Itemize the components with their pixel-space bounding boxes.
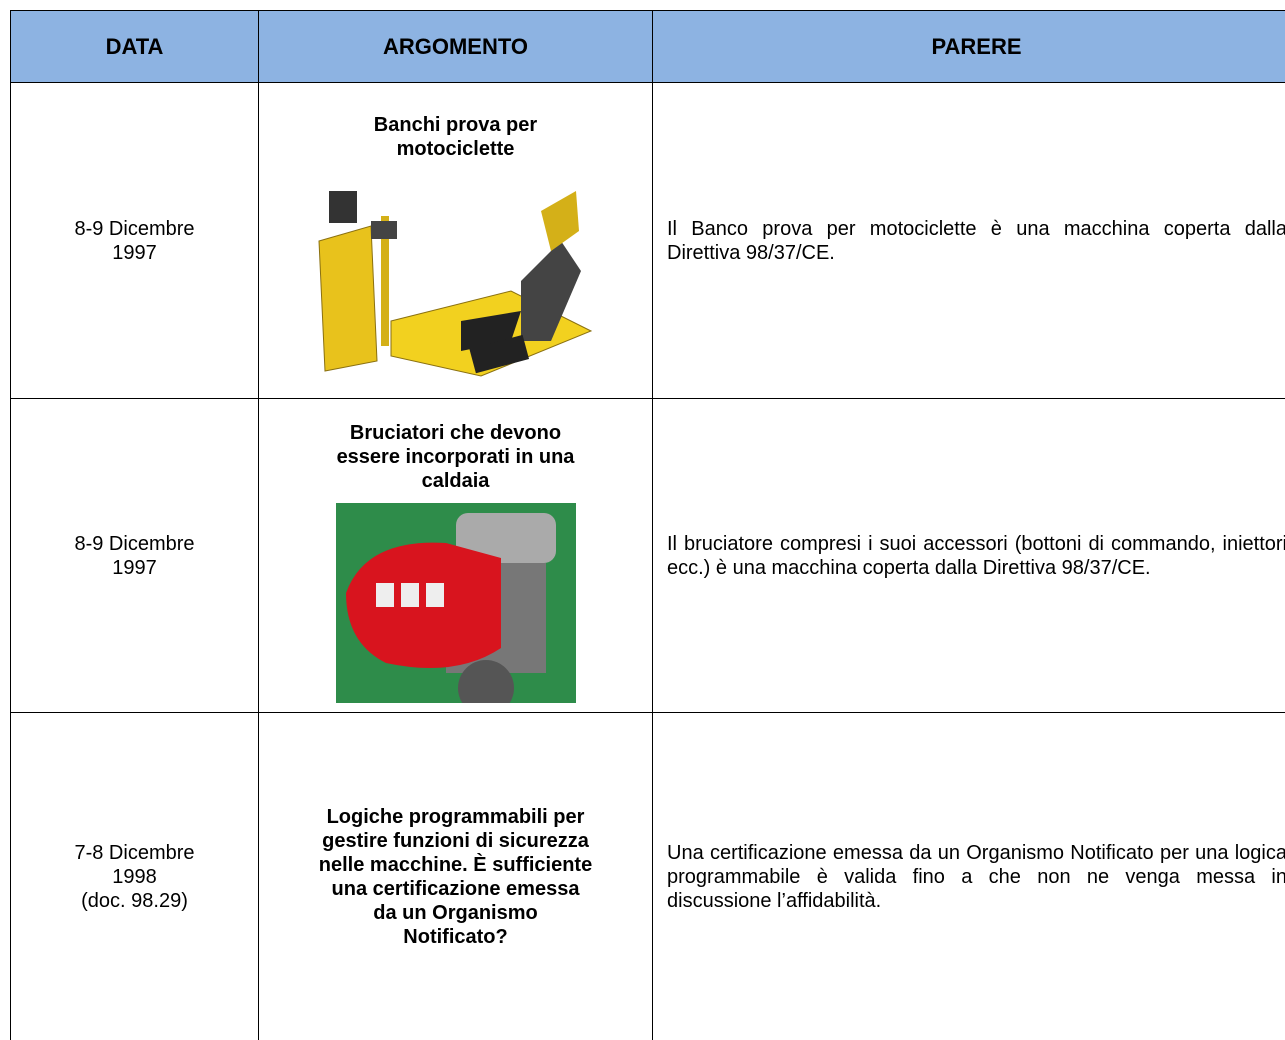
date-line: 8-9 Dicembre — [74, 217, 195, 240]
topic-line: caldaia — [421, 470, 490, 492]
date-line: 1997 — [112, 241, 157, 264]
date-cell: 8-9 Dicembre 1997 — [10, 398, 258, 712]
header-cell: DATA — [10, 10, 258, 82]
opinion-cell: Il bruciatore compresi i suoi accessori … — [652, 398, 1285, 712]
date-line: 8-9 Dicembre — [74, 532, 195, 555]
opinion-text: Il Banco prova per motociclette è una ma… — [667, 217, 1285, 264]
topic-line: Notificato? — [403, 925, 508, 948]
topic-line: essere incorporati in una — [336, 446, 575, 468]
bench-image — [317, 191, 592, 377]
date-cell: 8-9 Dicembre 1997 — [10, 82, 258, 398]
date-line: 7-8 Dicembre — [74, 841, 195, 864]
opinion-text: Il bruciatore compresi i suoi accessori … — [667, 532, 1285, 579]
topic-line: Bruciatori che devono — [349, 422, 562, 444]
header-cell: PARERE — [652, 10, 1285, 82]
date-cell: 7-8 Dicembre 1998 (doc. 98.29) — [10, 712, 258, 1040]
topic-cell: Logiche programmabili per gestire funzion… — [258, 712, 652, 1040]
header-text: PARERE — [931, 33, 1022, 59]
header-text: ARGOMENTO — [382, 33, 529, 59]
header-text: DATA — [105, 33, 164, 59]
image-wrap — [335, 503, 576, 716]
opinion-cell: Una certificazione emessa da un Organism… — [652, 712, 1285, 1040]
topic-cell: Banchi prova per motociclette — [258, 82, 652, 398]
topic-line: da un Organismo — [373, 901, 538, 924]
topic-line: nelle macchine. È sufficiente — [318, 853, 593, 876]
header-cell: ARGOMENTO — [258, 10, 652, 82]
topic-line: Banchi prova per — [373, 114, 538, 136]
burner-image — [335, 503, 576, 716]
opinion-cell: Il Banco prova per motociclette è una ma… — [652, 82, 1285, 398]
topic-line: Logiche programmabili per — [326, 805, 585, 828]
topic-line: una certificazione emessa — [331, 877, 580, 900]
topic-line: gestire funzioni di sicurezza — [322, 829, 589, 852]
topic-cell: Bruciatori che devono essere incorporati … — [258, 398, 652, 716]
topic-line: motociclette — [396, 138, 515, 160]
image-wrap — [311, 171, 601, 392]
date-line: (doc. 98.29) — [81, 889, 188, 912]
date-line: 1998 — [112, 865, 157, 888]
date-line: 1997 — [112, 556, 157, 579]
opinion-text: Una certificazione emessa da un Organism… — [667, 841, 1285, 912]
